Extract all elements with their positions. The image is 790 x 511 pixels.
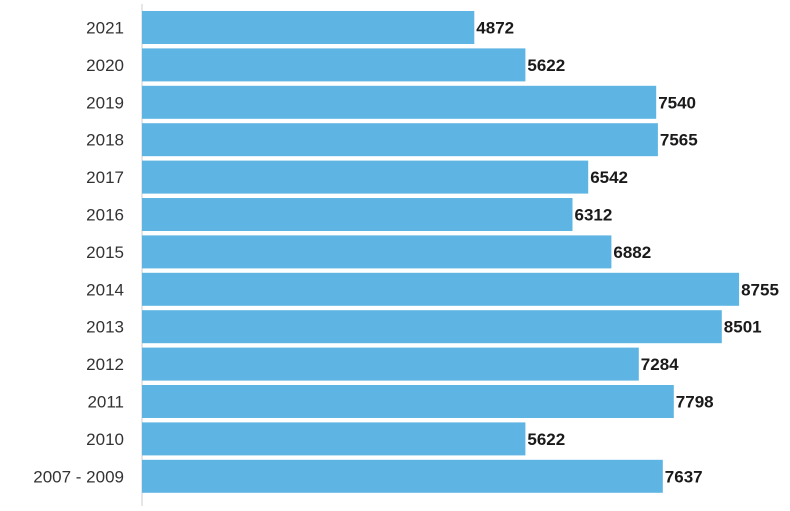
category-label: 2015 bbox=[86, 243, 124, 262]
value-label: 5622 bbox=[527, 56, 565, 75]
bar-2007-2009 bbox=[142, 459, 663, 493]
bar-2015 bbox=[142, 235, 612, 269]
bar-2013 bbox=[142, 310, 722, 344]
category-label: 2018 bbox=[86, 131, 124, 150]
bar-2020 bbox=[142, 48, 526, 82]
value-label: 8755 bbox=[741, 280, 779, 299]
value-label: 7540 bbox=[658, 93, 696, 112]
bar-2014 bbox=[142, 272, 740, 306]
bar-2012 bbox=[142, 347, 639, 381]
value-label: 6312 bbox=[575, 206, 613, 225]
category-label: 2017 bbox=[86, 168, 124, 187]
value-label: 4872 bbox=[476, 19, 514, 38]
bar-2010 bbox=[142, 422, 526, 456]
bar-2017 bbox=[142, 160, 589, 194]
category-label: 2010 bbox=[86, 430, 124, 449]
value-label: 5622 bbox=[527, 430, 565, 449]
category-label: 2021 bbox=[86, 19, 124, 38]
category-label: 2016 bbox=[86, 206, 124, 225]
value-label: 6542 bbox=[590, 168, 628, 187]
value-label: 7637 bbox=[665, 467, 703, 486]
bar-2018 bbox=[142, 123, 658, 157]
category-label: 2011 bbox=[87, 393, 124, 412]
category-label: 2020 bbox=[86, 56, 124, 75]
bar-2016 bbox=[142, 198, 573, 231]
value-label: 7284 bbox=[641, 355, 679, 374]
category-label: 2013 bbox=[86, 318, 124, 337]
bar-2021 bbox=[142, 11, 475, 44]
bar-2011 bbox=[142, 385, 674, 418]
category-label: 2014 bbox=[86, 280, 124, 299]
bars-group bbox=[142, 11, 740, 493]
value-label: 6882 bbox=[613, 243, 651, 262]
value-label: 7565 bbox=[660, 131, 698, 150]
bar-2019 bbox=[142, 85, 657, 119]
category-label: 2007 - 2009 bbox=[33, 467, 124, 486]
category-label: 2019 bbox=[86, 93, 124, 112]
category-label: 2012 bbox=[86, 355, 124, 374]
value-label: 7798 bbox=[676, 393, 714, 412]
value-label: 8501 bbox=[724, 318, 762, 337]
category-labels-group: 2021 2020 2019 2018 2017 2016 2015 2014 2013 2012… bbox=[33, 19, 124, 487]
